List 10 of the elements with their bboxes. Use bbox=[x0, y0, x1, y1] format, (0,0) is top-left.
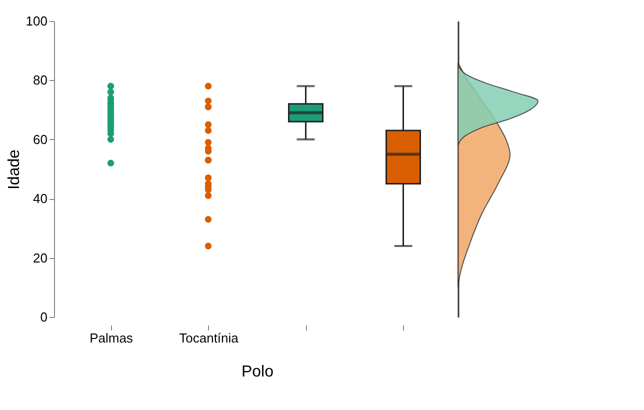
y-tick-label: 100 bbox=[26, 14, 48, 28]
y-tick-label: 80 bbox=[33, 72, 48, 88]
x-axis-title: Polo bbox=[241, 364, 274, 380]
x-tick-label: Palmas bbox=[90, 330, 134, 346]
y-tick-label: 40 bbox=[33, 191, 48, 206]
y-tick-label: 0 bbox=[40, 310, 48, 324]
y-axis-title: Idade bbox=[6, 149, 23, 190]
x-tick-label: Tocantínia bbox=[179, 330, 240, 346]
y-tick-label: 20 bbox=[33, 250, 48, 266]
y-tick-label: 60 bbox=[33, 132, 48, 147]
